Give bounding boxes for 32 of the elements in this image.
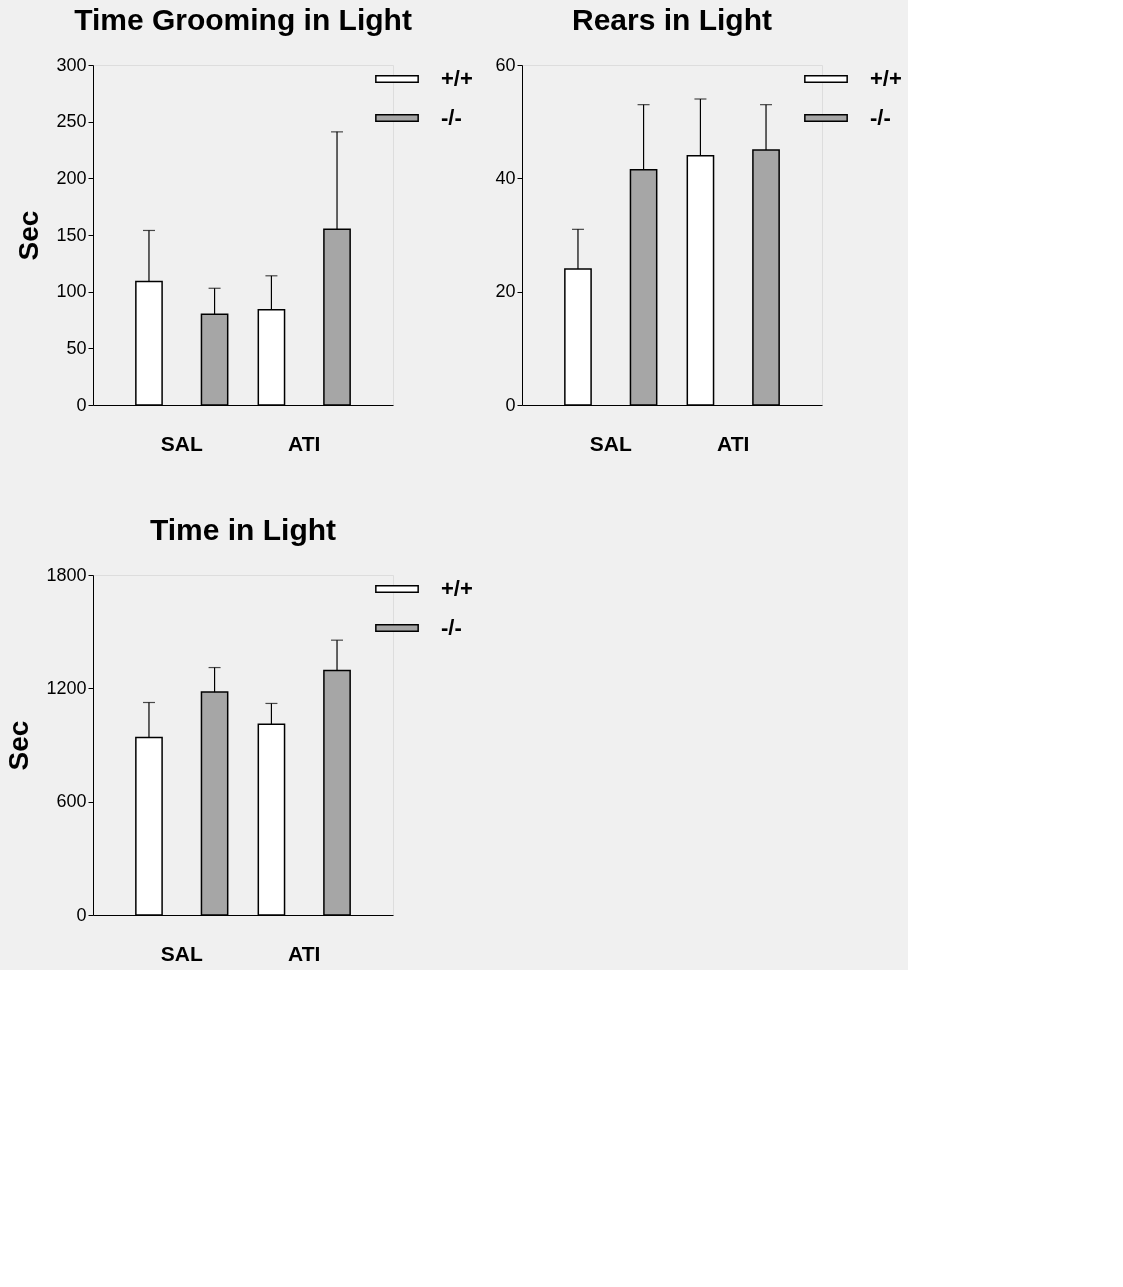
y-tick-label: 300: [56, 54, 87, 75]
legend-label: +/+: [441, 66, 473, 91]
x-tick-label: ATI: [288, 431, 321, 455]
x-tick-label: ATI: [288, 941, 321, 965]
y-tick-label: 1200: [46, 677, 87, 698]
y-tick-label: 200: [56, 167, 87, 188]
y-tick-label: 250: [56, 111, 87, 132]
legend-label: +/+: [441, 576, 473, 601]
chart-title: Rears in Light: [571, 3, 773, 36]
y-tick-label: 0: [76, 904, 87, 925]
y-tick-label: 600: [56, 791, 87, 812]
legend-label: -/-: [870, 105, 891, 130]
chart-title: Time in Light: [149, 513, 337, 546]
legend-label: -/-: [441, 615, 462, 640]
chart-title: Time Grooming in Light: [74, 3, 412, 36]
y-axis-title: Sec: [3, 720, 35, 771]
y-tick-label: 20: [495, 281, 516, 302]
y-tick-label: 100: [56, 281, 87, 302]
y-tick-label: 0: [505, 394, 516, 415]
y-tick-label: 60: [495, 54, 516, 75]
y-tick-label: 0: [76, 394, 87, 415]
x-tick-label: SAL: [589, 431, 632, 455]
legend-label: -/-: [441, 105, 462, 130]
x-tick-label: SAL: [160, 431, 203, 455]
y-axis-title: Sec: [13, 210, 45, 261]
x-tick-label: ATI: [717, 431, 750, 455]
x-tick-label: SAL: [160, 941, 203, 965]
y-tick-label: 1800: [46, 564, 87, 585]
y-tick-label: 40: [495, 167, 516, 188]
legend-label: +/+: [870, 66, 902, 91]
y-tick-label: 50: [66, 337, 87, 358]
y-tick-label: 150: [56, 224, 87, 245]
